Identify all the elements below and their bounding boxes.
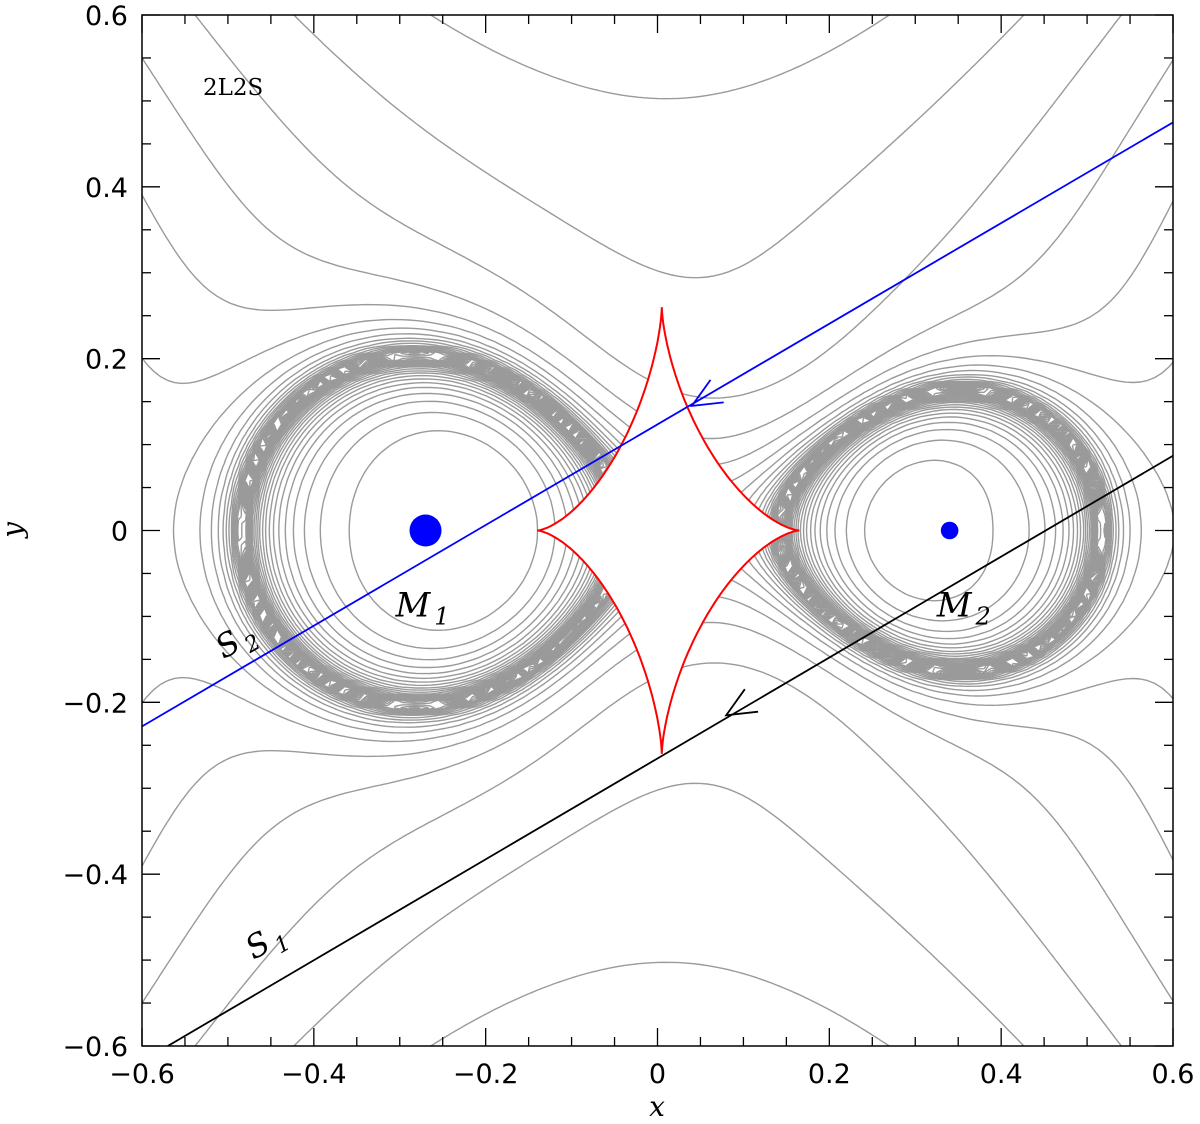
source-track-1-label: S1 xyxy=(239,914,296,972)
x-tick-label: −0.2 xyxy=(453,1059,519,1090)
axis-ticks xyxy=(141,14,1174,1047)
source-track-1 xyxy=(167,454,1173,1046)
panel-label: 2L2S xyxy=(203,75,263,101)
contour-level-5 xyxy=(284,15,1064,1046)
lens-2-point xyxy=(940,521,959,540)
caustic-fill xyxy=(537,307,800,754)
y-tick-label: −0.2 xyxy=(62,688,128,719)
source-tracks-layer xyxy=(142,121,1173,1046)
y-tick-label: 0.2 xyxy=(85,345,128,376)
x-tick-label: 0.4 xyxy=(980,1059,1023,1090)
caustic-curve xyxy=(537,307,800,754)
contour-level-34 xyxy=(244,408,1035,653)
y-tick-label: 0 xyxy=(111,517,128,548)
y-tick-label: −0.4 xyxy=(62,860,128,891)
contour-level-3 xyxy=(303,400,1046,661)
contour-level-7 xyxy=(142,56,1173,1005)
x-tick-label: 0.2 xyxy=(808,1059,851,1090)
x-tick-label: 0 xyxy=(649,1059,666,1090)
source-track-2-arrow xyxy=(689,379,724,408)
x-tick-label: 0.6 xyxy=(1152,1059,1195,1090)
contour-level-6 xyxy=(194,15,1123,1046)
source-track-1-arrow xyxy=(724,688,759,717)
y-axis-label: y xyxy=(0,521,29,540)
x-tick-label: −0.6 xyxy=(109,1059,175,1090)
contour-level-4 xyxy=(292,15,1057,1046)
lens-1-point xyxy=(409,514,442,547)
axis-tick-labels: −0.6 −0.4 −0.2 0 0.2 0.4 0.6 −0.6 −0.4 −0.2 0 0.2 0.… xyxy=(62,1,1194,1090)
contour-level-8 xyxy=(142,193,1173,868)
caustic-layer xyxy=(537,307,800,754)
source-track-2 xyxy=(142,121,1173,728)
contour-level-12 xyxy=(210,337,1131,724)
y-tick-label: −0.6 xyxy=(62,1032,128,1063)
x-axis-label: x xyxy=(649,1090,665,1123)
y-tick-label: 0.4 xyxy=(85,173,128,204)
contour-level-1 xyxy=(348,430,994,631)
x-tick-label: −0.4 xyxy=(281,1059,347,1090)
y-tick-label: 0.6 xyxy=(85,1,128,32)
lens-layer xyxy=(409,514,959,547)
